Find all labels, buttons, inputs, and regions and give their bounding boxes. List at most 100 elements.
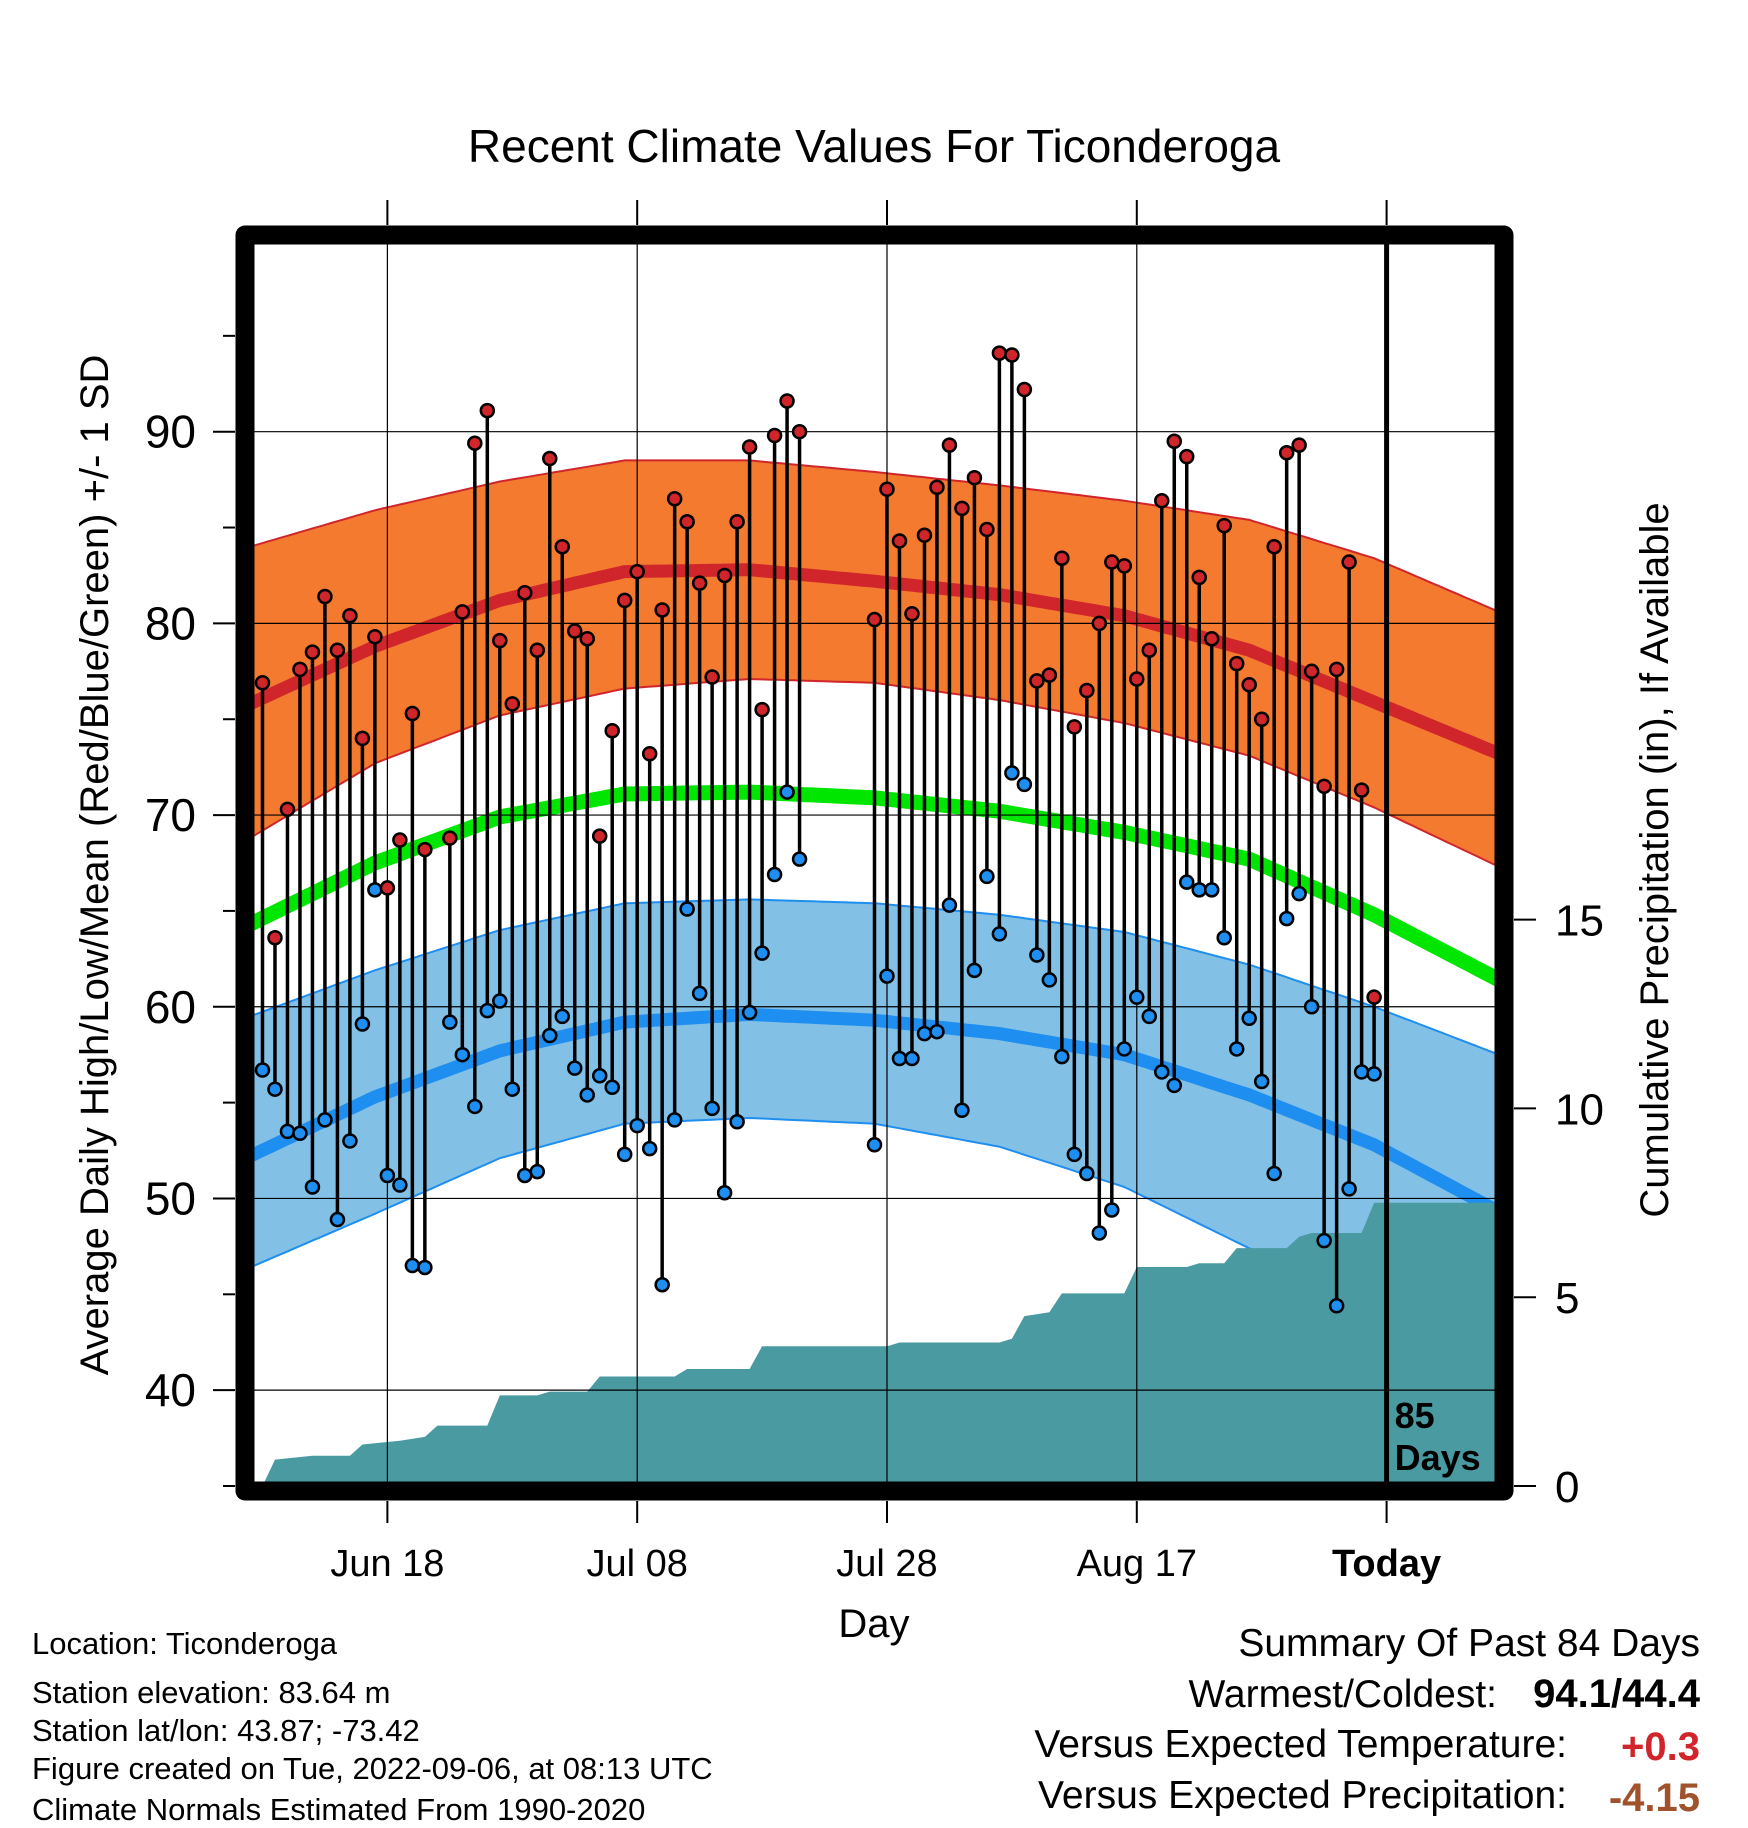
y-tick-label: 40 bbox=[145, 1364, 196, 1416]
temp-vs-expected-value: +0.3 bbox=[1621, 1725, 1700, 1769]
obs-low-dot bbox=[554, 1008, 570, 1025]
obs-high-dot bbox=[379, 880, 396, 896]
obs-high-dot bbox=[1241, 676, 1257, 693]
obs-low-dot bbox=[329, 1211, 346, 1228]
obs-high-dot bbox=[254, 675, 271, 691]
created-text: Figure created on Tue, 2022-09-06, at 08… bbox=[32, 1751, 713, 1786]
obs-low-dot bbox=[991, 926, 1008, 942]
obs-high-dot bbox=[1154, 492, 1170, 509]
obs-high-dot bbox=[1266, 538, 1282, 555]
obs-low-dot bbox=[267, 1081, 283, 1097]
y-tick-label: 90 bbox=[145, 406, 196, 458]
obs-low-dot bbox=[741, 1004, 758, 1021]
obs-low-dot bbox=[629, 1117, 645, 1134]
obs-low-dot bbox=[354, 1016, 371, 1032]
obs-high-dot bbox=[1116, 558, 1133, 574]
y-tick-label: 70 bbox=[145, 789, 196, 841]
obs-high-dot bbox=[1191, 569, 1207, 586]
obs-low-dot bbox=[379, 1167, 396, 1184]
obs-low-dot bbox=[1054, 1048, 1070, 1065]
warmest-coldest-label: Warmest/Coldest: bbox=[1189, 1673, 1497, 1716]
obs-high-dot bbox=[941, 437, 958, 453]
obs-high-dot bbox=[729, 514, 745, 530]
obs-low-dot bbox=[1228, 1041, 1245, 1057]
obs-high-dot bbox=[954, 500, 970, 517]
obs-low-dot bbox=[566, 1060, 583, 1076]
obs-low-dot bbox=[1291, 885, 1307, 902]
obs-high-dot bbox=[604, 722, 620, 739]
obs-high-dot bbox=[304, 644, 321, 660]
high-sd-upper-edge bbox=[250, 459, 1499, 613]
obs-high-dot bbox=[317, 588, 333, 605]
obs-low-dot bbox=[929, 1023, 945, 1040]
x-tick-label: Jun 18 bbox=[330, 1543, 444, 1585]
obs-low-dot bbox=[1203, 882, 1220, 898]
x-tick-label: Jul 28 bbox=[836, 1543, 937, 1585]
elevation-text: Station elevation: 83.64 m bbox=[32, 1675, 390, 1710]
obs-high-dot bbox=[1129, 671, 1145, 687]
obs-high-dot bbox=[716, 567, 733, 584]
obs-high-dot bbox=[1066, 719, 1083, 735]
obs-high-dot bbox=[791, 423, 808, 440]
obs-low-dot bbox=[591, 1068, 608, 1084]
chart-title: Recent Climate Values For Ticonderoga bbox=[468, 120, 1281, 172]
obs-high-dot bbox=[966, 469, 983, 486]
obs-low-dot bbox=[1154, 1064, 1170, 1080]
x-tick-label: Today bbox=[1332, 1543, 1441, 1585]
obs-high-dot bbox=[1203, 630, 1220, 647]
obs-low-dot bbox=[1129, 989, 1145, 1005]
obs-high-dot bbox=[1016, 381, 1033, 398]
summary-panel: Summary Of Past 84 Days Warmest/Coldest:… bbox=[1034, 1622, 1700, 1820]
obs-high-dot bbox=[1341, 554, 1357, 570]
slash-separator: / bbox=[1611, 1672, 1622, 1716]
obs-low-dot bbox=[604, 1079, 620, 1096]
obs-high-dot bbox=[1353, 782, 1370, 798]
obs-low-dot bbox=[754, 945, 770, 961]
obs-low-dot bbox=[1041, 972, 1058, 988]
obs-low-dot bbox=[641, 1140, 658, 1157]
obs-low-dot bbox=[1253, 1073, 1270, 1090]
y-tick-label: 50 bbox=[145, 1172, 196, 1224]
obs-low-dot bbox=[254, 1062, 271, 1078]
obs-high-dot bbox=[467, 435, 483, 451]
obs-high-dot bbox=[916, 527, 933, 543]
obs-high-dot bbox=[267, 930, 283, 946]
obs-low-dot bbox=[1079, 1165, 1095, 1182]
obs-high-dot bbox=[566, 623, 583, 639]
obs-low-dot bbox=[392, 1177, 408, 1193]
obs-high-dot bbox=[342, 607, 358, 624]
obs-high-dot bbox=[679, 514, 695, 530]
today-days-count: 85 bbox=[1395, 1395, 1435, 1436]
obs-high-dot bbox=[766, 427, 783, 444]
obs-low-dot bbox=[766, 866, 783, 883]
obs-high-dot bbox=[591, 828, 608, 844]
obs-low-dot bbox=[1366, 1066, 1382, 1082]
obs-high-dot bbox=[1366, 989, 1382, 1005]
obs-low-dot bbox=[1191, 882, 1207, 898]
obs-high-dot bbox=[1328, 661, 1345, 678]
obs-high-dot bbox=[1104, 554, 1120, 570]
x-tick-label: Aug 17 bbox=[1077, 1543, 1197, 1585]
obs-high-dot bbox=[329, 642, 346, 658]
obs-low-dot bbox=[979, 868, 995, 885]
obs-high-dot bbox=[554, 538, 570, 555]
obs-low-dot bbox=[1116, 1041, 1133, 1057]
obs-low-dot bbox=[716, 1184, 733, 1201]
obs-low-dot bbox=[292, 1125, 308, 1142]
obs-high-dot bbox=[392, 832, 408, 848]
x-tick-label: Jul 08 bbox=[586, 1543, 687, 1585]
obs-high-dot bbox=[517, 584, 533, 601]
obs-high-dot bbox=[666, 491, 683, 507]
obs-low-dot bbox=[317, 1112, 333, 1128]
obs-low-dot bbox=[791, 851, 808, 867]
obs-low-dot bbox=[1104, 1202, 1120, 1218]
obs-low-dot bbox=[966, 962, 983, 979]
obs-high-dot bbox=[779, 393, 795, 409]
obs-high-dot bbox=[1316, 778, 1332, 795]
obs-high-dot bbox=[1029, 673, 1045, 689]
obs-low-dot bbox=[729, 1114, 745, 1130]
obs-high-dot bbox=[754, 701, 770, 718]
obs-high-dot bbox=[654, 602, 670, 618]
obs-high-dot bbox=[704, 669, 720, 685]
x-axis-title: Day bbox=[838, 1602, 909, 1646]
